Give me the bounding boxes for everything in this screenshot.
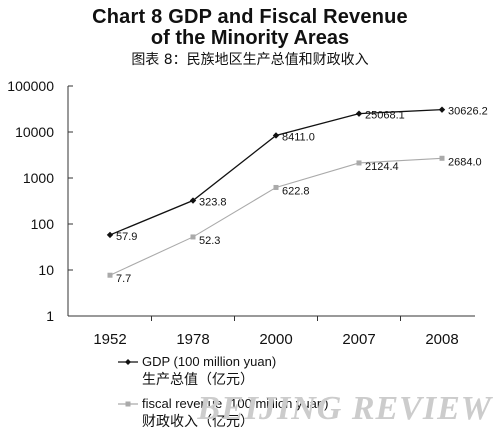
y-tick-label: 1000	[23, 170, 54, 186]
data-label-fiscal-revenue: 2124.4	[365, 161, 399, 173]
legend-marker-fiscal-revenue	[125, 401, 131, 407]
data-point-gdp	[106, 231, 114, 239]
y-tick-label: 1	[46, 308, 54, 324]
data-label-gdp: 57.9	[116, 231, 137, 243]
data-point-gdp	[272, 132, 280, 139]
x-tick-label: 2008	[425, 331, 458, 348]
data-point-fiscal-revenue	[107, 272, 113, 278]
watermark-logo: BEIJING REVIEW	[197, 390, 492, 427]
legend-marker-gdp	[125, 359, 131, 365]
data-label-gdp: 25068.1	[365, 110, 405, 122]
chart-subtitle: 图表 8：民族地区生产总值和财政收入	[131, 52, 369, 68]
chart-title-line1: Chart 8 GDP and Fiscal Revenue	[92, 6, 408, 28]
data-label-fiscal-revenue: 2684.0	[448, 156, 482, 168]
y-tick-label: 100000	[7, 78, 54, 94]
x-tick-label: 1978	[176, 331, 209, 348]
legend-label: GDP (100 million yuan)	[142, 354, 276, 369]
legend-label-cn: 生产总值（亿元）	[142, 372, 254, 388]
data-point-fiscal-revenue	[439, 155, 445, 161]
x-tick-label: 1952	[93, 331, 126, 348]
data-label-fiscal-revenue: 622.8	[282, 185, 310, 197]
legend-label-cn: 财政收入（亿元）	[142, 414, 254, 430]
series-line-fiscal-revenue	[109, 157, 443, 276]
data-label-gdp: 323.8	[199, 197, 227, 209]
data-point-fiscal-revenue	[356, 160, 362, 166]
data-point-fiscal-revenue	[273, 184, 279, 190]
y-tick-label: 100	[31, 216, 55, 232]
y-tick-label: 10	[38, 262, 54, 278]
data-label-fiscal-revenue: 52.3	[199, 235, 220, 247]
data-label-gdp: 8411.0	[282, 131, 315, 143]
x-tick-label: 2000	[259, 331, 292, 348]
y-tick-label: 10000	[15, 124, 54, 140]
data-point-gdp	[438, 106, 446, 113]
data-point-gdp	[355, 110, 363, 117]
data-point-gdp	[189, 197, 197, 204]
legend-label: fiscal revenue (100 million yuan)	[142, 396, 328, 411]
x-tick-label: 2007	[342, 331, 375, 348]
data-label-gdp: 30626.2	[448, 106, 488, 118]
chart-title-line2: of the Minority Areas	[150, 27, 350, 49]
data-point-fiscal-revenue	[190, 234, 196, 240]
data-label-fiscal-revenue: 7.7	[116, 273, 131, 285]
